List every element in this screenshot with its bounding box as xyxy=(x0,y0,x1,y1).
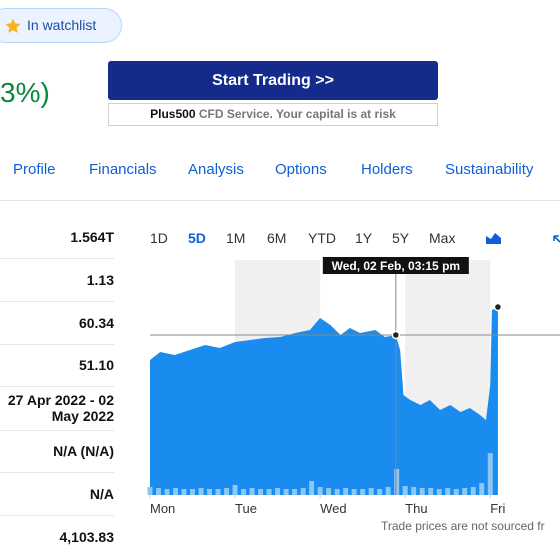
watchlist-label[interactable]: In watchlist xyxy=(27,17,97,33)
volume-bar xyxy=(241,489,247,495)
range-button[interactable]: Max xyxy=(429,230,456,246)
x-tick-label: Thu xyxy=(405,501,427,516)
ad-button[interactable]: Start Trading >> xyxy=(108,61,438,100)
volume-bar xyxy=(326,488,332,495)
volume-bar xyxy=(402,486,408,495)
row-divider xyxy=(0,301,114,302)
volume-bar xyxy=(190,489,196,495)
volume-bar xyxy=(283,489,289,495)
expand-icon[interactable] xyxy=(553,235,560,243)
volume-bar xyxy=(156,488,162,495)
volume-bar xyxy=(479,483,485,495)
volume-bar xyxy=(428,488,434,495)
volume-bar xyxy=(266,489,272,495)
volume-bar xyxy=(385,487,391,495)
volume-bar xyxy=(470,487,476,495)
volume-bar xyxy=(445,488,451,495)
stat-value: 27 Apr 2022 - 02 May 2022 xyxy=(7,392,114,424)
range-button[interactable]: 5D xyxy=(188,230,206,246)
range-button[interactable]: 1D xyxy=(150,230,168,246)
volume-bar xyxy=(215,489,221,495)
last-dot xyxy=(493,302,503,312)
x-tick-label: Mon xyxy=(150,501,175,516)
volume-bar xyxy=(258,489,264,495)
chart-type-icon[interactable] xyxy=(486,233,501,244)
tab[interactable]: Sustainability xyxy=(445,161,534,178)
volume-bar xyxy=(377,489,383,495)
tooltip-box xyxy=(322,257,469,274)
volume-bar xyxy=(207,489,213,495)
tab[interactable]: Profile xyxy=(13,161,56,178)
stat-value: 1.13 xyxy=(86,272,114,288)
x-tick-label: Fri xyxy=(490,501,505,516)
row-divider xyxy=(0,258,114,259)
volume-bar xyxy=(249,488,255,495)
row-divider xyxy=(0,386,114,387)
divider xyxy=(0,200,560,201)
volume-bar xyxy=(147,487,153,495)
volume-bar xyxy=(453,489,459,495)
volume-bar xyxy=(462,488,468,495)
volume-bar xyxy=(300,488,306,495)
star-icon xyxy=(5,18,21,33)
range-button[interactable]: 1M xyxy=(226,230,246,246)
price-area xyxy=(150,307,498,495)
volume-bar xyxy=(181,489,187,495)
volume-bar xyxy=(368,488,374,495)
row-divider xyxy=(0,472,114,473)
volume-bar xyxy=(351,489,357,495)
volume-bar xyxy=(173,488,179,495)
volume-bar xyxy=(198,488,204,495)
volume-bar xyxy=(232,485,238,495)
range-button[interactable]: 6M xyxy=(267,230,287,246)
volume-bar xyxy=(487,453,493,495)
stat-value: 4,103.83 xyxy=(59,529,115,545)
volume-bar xyxy=(275,488,281,495)
volume-bar xyxy=(360,489,366,495)
volume-bar xyxy=(411,487,417,495)
footnote: Trade prices are not sourced fr xyxy=(381,519,545,533)
volume-bar xyxy=(394,469,400,495)
volume-bar xyxy=(317,487,323,495)
stat-value: N/A xyxy=(89,486,114,502)
volume-bar xyxy=(419,488,425,495)
ad-text: CFD Service. Your capital is at risk xyxy=(198,107,396,121)
stat-value: N/A (N/A) xyxy=(53,443,114,459)
tab[interactable]: Financials xyxy=(89,161,157,178)
tab[interactable]: Analysis xyxy=(188,161,244,178)
row-divider xyxy=(0,344,114,345)
row-divider xyxy=(0,430,114,431)
volume-bar xyxy=(224,488,230,495)
volume-bar xyxy=(334,489,340,495)
ad-brand: Plus500 xyxy=(150,107,196,121)
range-button[interactable]: YTD xyxy=(308,230,336,246)
volume-bar xyxy=(292,489,298,495)
x-tick-label: Wed xyxy=(320,501,347,516)
tab[interactable]: Holders xyxy=(361,161,413,178)
volume-bar xyxy=(343,488,349,495)
volume-bar xyxy=(309,481,315,495)
tooltip-text: Wed, 02 Feb, 03:15 pm xyxy=(332,259,461,273)
stat-value: 60.34 xyxy=(78,315,114,331)
range-button[interactable]: 5Y xyxy=(392,230,410,246)
tab[interactable]: Options xyxy=(275,161,327,178)
row-divider xyxy=(0,515,114,516)
volume-bar xyxy=(436,489,442,495)
hover-dot xyxy=(391,330,401,340)
x-tick-label: Tue xyxy=(235,501,257,516)
range-button[interactable]: 1Y xyxy=(355,230,373,246)
stat-value: 51.10 xyxy=(78,357,114,373)
price-change: 3%) xyxy=(0,77,50,108)
ad-disclaimer: Plus500 CFD Service. Your capital is at … xyxy=(108,103,438,126)
volume-bar xyxy=(164,489,170,495)
watchlist-button[interactable] xyxy=(0,8,122,43)
stat-value: 1.564T xyxy=(70,229,114,245)
